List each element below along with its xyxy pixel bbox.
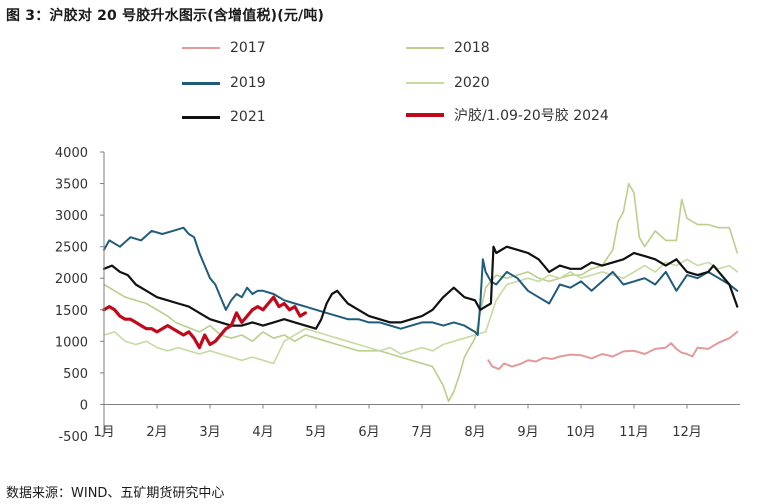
- legend-item-2024: 沪胶/1.09-20号胶 2024: [406, 105, 609, 125]
- series-line-2017: [487, 330, 739, 371]
- series-line-2021: [102, 245, 739, 330]
- legend-label-2020: 2020: [454, 75, 490, 91]
- legend-label-2021: 2021: [230, 109, 266, 125]
- legend-item-2018: 2018: [406, 38, 490, 58]
- y-axis-ticks: -500 0 500 1000 1500 2000 2500 3000 3500 4000: [55, 146, 104, 445]
- x-tick-label: 10月: [566, 425, 596, 440]
- y-tick-label: 2500: [55, 241, 88, 256]
- x-tick-label: 4月: [252, 425, 273, 440]
- legend-swatch-2019: [182, 81, 220, 85]
- x-tick-label: 6月: [358, 425, 379, 440]
- y-tick-label: -500: [58, 430, 88, 445]
- y-tick-label: 3000: [55, 209, 88, 224]
- legend-swatch-2024: [406, 113, 444, 117]
- legend-swatch-2020: [406, 82, 444, 84]
- x-tick-label: 12月: [672, 425, 702, 440]
- series-line-2020: [103, 258, 739, 365]
- legend-item-2021: 2021: [182, 107, 266, 127]
- legend-label-2024: 沪胶/1.09-20号胶 2024: [454, 108, 609, 124]
- x-tick-label: 3月: [199, 425, 220, 440]
- x-axis-ticks: 1月 2月 3月 4月 5月 6月 7月 8月 9月 10月 11月 12月: [93, 404, 702, 440]
- y-tick-label: 3500: [55, 178, 88, 193]
- legend-label-2018: 2018: [454, 40, 490, 56]
- legend-swatch-2018: [406, 47, 444, 49]
- x-tick-label: 9月: [517, 425, 538, 440]
- y-tick-label: 1500: [55, 304, 88, 319]
- series-layer: [102, 182, 739, 403]
- x-tick-label: 11月: [619, 425, 649, 440]
- legend-label-2019: 2019: [230, 75, 266, 91]
- y-tick-label: 4000: [55, 146, 88, 161]
- x-tick-label: 5月: [305, 425, 326, 440]
- y-tick-label: 2000: [55, 272, 88, 287]
- legend-item-2019: 2019: [182, 73, 266, 93]
- y-tick-label: 1000: [55, 335, 88, 350]
- legend-item-2020: 2020: [406, 73, 490, 93]
- x-tick-label: 7月: [411, 425, 432, 440]
- legend-label-2017: 2017: [230, 40, 266, 56]
- x-tick-label: 2月: [146, 425, 167, 440]
- chart-title: 图 3：沪胶对 20 号胶升水图示(含增值税)(元/吨): [6, 8, 325, 24]
- legend-swatch-2021: [182, 115, 220, 119]
- series-line-2018: [103, 182, 739, 403]
- legend-item-2017: 2017: [182, 38, 266, 58]
- data-source-note: 数据来源：WIND、五矿期货研究中心: [6, 486, 225, 501]
- series-line-2024: [102, 295, 307, 350]
- y-tick-label: 500: [63, 367, 88, 382]
- x-tick-label: 8月: [464, 425, 485, 440]
- legend-swatch-2017: [182, 47, 220, 49]
- y-tick-label: 0: [80, 398, 88, 413]
- series-line-2019: [103, 226, 739, 336]
